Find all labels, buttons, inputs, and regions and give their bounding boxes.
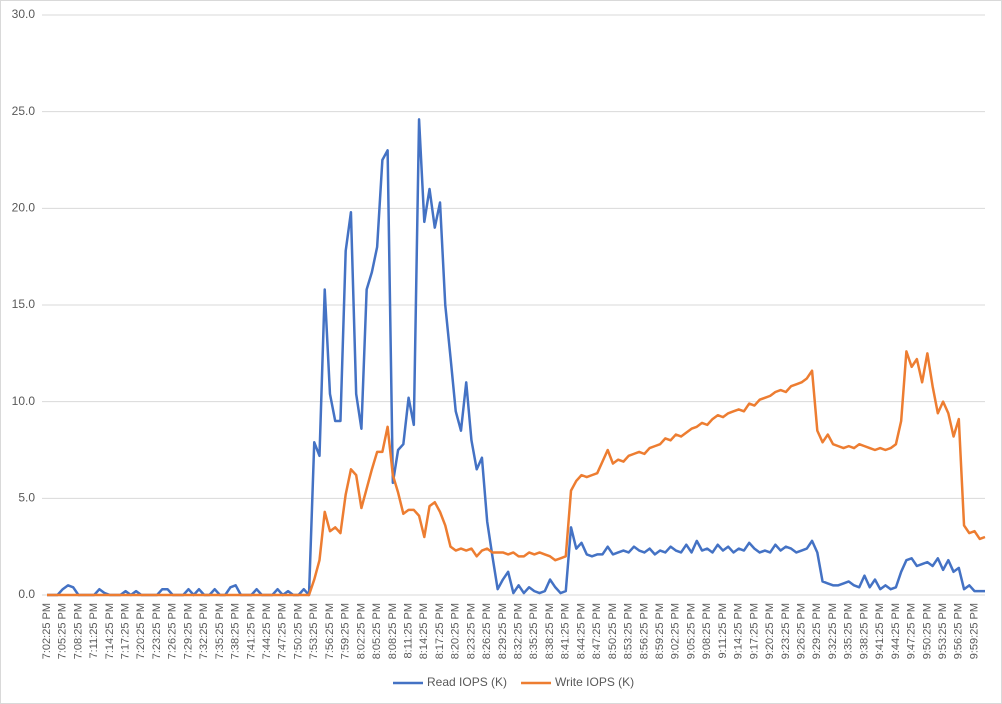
- y-tick-label: 30.0: [12, 7, 36, 21]
- x-tick-label: 7:29:25 PM: [182, 603, 194, 659]
- x-tick-label: 8:08:25 PM: [387, 603, 399, 659]
- y-tick-label: 25.0: [12, 104, 36, 118]
- x-tick-label: 8:11:25 PM: [402, 603, 414, 658]
- x-tick-label: 8:53:25 PM: [623, 603, 635, 659]
- x-tick-label: 9:08:25 PM: [701, 603, 713, 659]
- x-tick-label: 9:53:25 PM: [937, 603, 949, 659]
- x-tick-label: 8:38:25 PM: [544, 603, 556, 659]
- x-tick-label: 7:41:25 PM: [245, 603, 257, 659]
- x-tick-label: 9:41:25 PM: [874, 603, 886, 659]
- x-tick-label: 9:47:25 PM: [906, 603, 918, 659]
- x-tick-label: 7:26:25 PM: [167, 603, 179, 659]
- x-tick-label: 8:44:25 PM: [575, 603, 587, 659]
- x-tick-label: 7:56:25 PM: [324, 603, 336, 659]
- x-tick-label: 8:29:25 PM: [497, 603, 509, 659]
- x-tick-label: 8:56:25 PM: [638, 603, 650, 659]
- x-tick-label: 9:38:25 PM: [858, 603, 870, 659]
- x-tick-label: 9:35:25 PM: [843, 603, 855, 659]
- x-tick-label: 7:23:25 PM: [151, 603, 163, 659]
- x-tick-label: 9:44:25 PM: [890, 603, 902, 659]
- x-tick-label: 8:32:25 PM: [513, 603, 525, 659]
- x-tick-label: 9:29:25 PM: [811, 603, 823, 659]
- legend-label: Write IOPS (K): [555, 675, 634, 689]
- x-tick-label: 9:17:25 PM: [748, 603, 760, 659]
- x-tick-label: 7:20:25 PM: [135, 603, 147, 659]
- x-tick-label: 7:14:25 PM: [104, 603, 116, 659]
- x-tick-label: 7:02:25 PM: [41, 603, 53, 659]
- x-tick-label: 8:20:25 PM: [450, 603, 462, 659]
- x-tick-label: 8:26:25 PM: [481, 603, 493, 659]
- x-tick-label: 9:02:25 PM: [670, 603, 682, 659]
- x-tick-label: 8:35:25 PM: [528, 603, 540, 659]
- x-tick-label: 8:05:25 PM: [371, 603, 383, 659]
- y-tick-label: 5.0: [18, 491, 35, 505]
- x-tick-label: 8:47:25 PM: [591, 603, 603, 659]
- y-tick-label: 0.0: [18, 587, 35, 601]
- x-tick-label: 7:11:25 PM: [88, 603, 100, 658]
- x-tick-label: 7:05:25 PM: [57, 603, 69, 659]
- x-tick-label: 9:56:25 PM: [953, 603, 965, 659]
- x-tick-label: 9:20:25 PM: [764, 603, 776, 659]
- x-tick-label: 9:23:25 PM: [780, 603, 792, 659]
- y-tick-label: 15.0: [12, 297, 36, 311]
- x-tick-label: 8:14:25 PM: [418, 603, 430, 659]
- series-line: [47, 350, 986, 597]
- x-tick-label: 9:50:25 PM: [921, 603, 933, 659]
- x-tick-label: 7:17:25 PM: [120, 603, 132, 659]
- y-tick-label: 20.0: [12, 201, 36, 215]
- x-tick-label: 8:59:25 PM: [654, 603, 666, 659]
- x-tick-label: 9:11:25 PM: [717, 603, 729, 658]
- legend-label: Read IOPS (K): [427, 675, 507, 689]
- x-tick-label: 9:32:25 PM: [827, 603, 839, 659]
- x-tick-label: 7:38:25 PM: [230, 603, 242, 659]
- x-tick-label: 8:02:25 PM: [355, 603, 367, 659]
- x-tick-label: 9:26:25 PM: [795, 603, 807, 659]
- x-tick-label: 7:50:25 PM: [292, 603, 304, 659]
- x-tick-label: 9:05:25 PM: [685, 603, 697, 659]
- x-tick-label: 7:44:25 PM: [261, 603, 273, 659]
- x-tick-label: 8:23:25 PM: [465, 603, 477, 659]
- x-tick-label: 7:53:25 PM: [308, 603, 320, 659]
- x-tick-label: 7:32:25 PM: [198, 603, 210, 659]
- x-tick-label: 8:50:25 PM: [607, 603, 619, 659]
- x-tick-label: 8:41:25 PM: [560, 603, 572, 659]
- x-tick-label: 7:08:25 PM: [72, 603, 84, 659]
- x-tick-label: 9:14:25 PM: [733, 603, 745, 659]
- x-tick-label: 7:59:25 PM: [340, 603, 352, 659]
- y-tick-label: 10.0: [12, 394, 36, 408]
- x-tick-label: 9:59:25 PM: [968, 603, 980, 659]
- x-tick-label: 7:35:25 PM: [214, 603, 226, 659]
- x-tick-label: 7:47:25 PM: [277, 603, 289, 659]
- x-tick-label: 8:17:25 PM: [434, 603, 446, 659]
